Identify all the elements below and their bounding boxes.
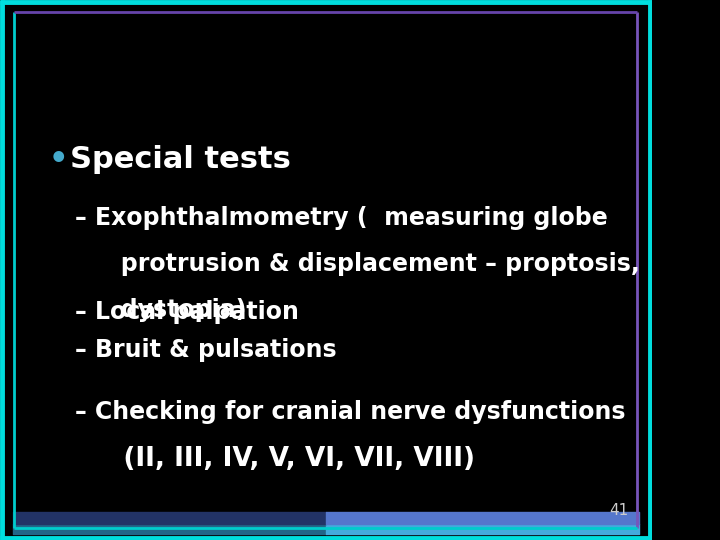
Text: •: • [49,145,68,174]
Text: – Bruit & pulsations: – Bruit & pulsations [75,338,336,361]
Text: – Exophthalmometry (  measuring globe: – Exophthalmometry ( measuring globe [75,206,608,230]
Text: – Checking for cranial nerve dysfunctions: – Checking for cranial nerve dysfunction… [75,400,626,423]
Text: Special tests: Special tests [70,145,291,174]
Text: (II, III, IV, V, VI, VII, VIII): (II, III, IV, V, VI, VII, VIII) [96,446,475,471]
Text: 41: 41 [610,503,629,518]
Text: – Local palpation: – Local palpation [75,300,299,323]
Text: dystopia): dystopia) [96,298,247,322]
Text: protrusion & displacement – proptosis,: protrusion & displacement – proptosis, [96,252,640,276]
